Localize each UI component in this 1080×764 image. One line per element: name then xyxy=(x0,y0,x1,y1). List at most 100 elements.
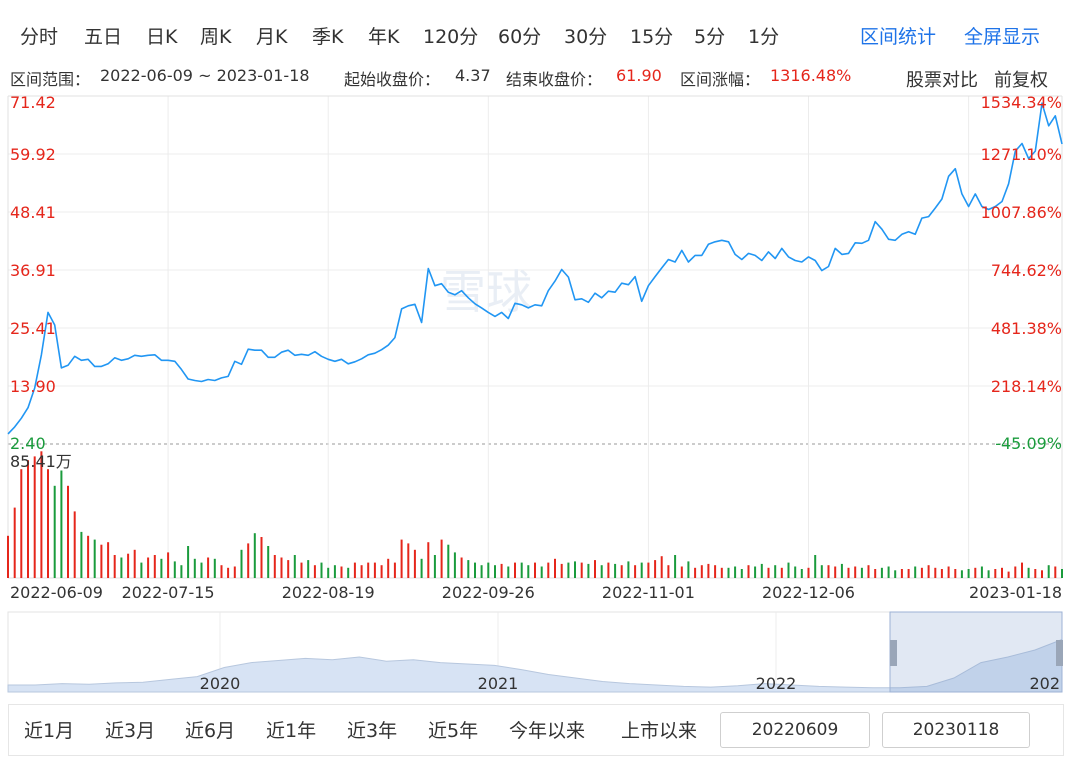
stock-compare-button[interactable]: 股票对比 xyxy=(906,70,978,91)
volume-bar xyxy=(500,563,503,578)
volume-bar xyxy=(133,549,136,578)
volume-bar xyxy=(180,565,183,578)
tab-5min[interactable]: 5分 xyxy=(694,26,726,48)
volume-bar xyxy=(267,546,270,578)
volume-bar xyxy=(960,570,963,578)
tab-minute[interactable]: 分时 xyxy=(20,26,59,48)
volume-bar xyxy=(907,569,910,578)
volume-bar xyxy=(307,560,310,578)
end-date-input[interactable]: 20230118 xyxy=(882,712,1030,748)
change-label: 区间涨幅： xyxy=(680,70,761,89)
tab-30min[interactable]: 30分 xyxy=(564,26,608,48)
volume-bar xyxy=(780,567,783,578)
volume-bar xyxy=(754,566,757,578)
volume-bar xyxy=(620,565,623,578)
adjust-mode-button[interactable]: 前复权 xyxy=(994,70,1048,91)
volume-bar xyxy=(874,569,877,578)
volume-bar xyxy=(13,507,16,578)
volume-bar xyxy=(1001,567,1003,578)
range-ytd[interactable]: 今年以来 xyxy=(509,720,586,742)
volume-bar xyxy=(540,566,543,578)
volume-bar xyxy=(954,569,957,578)
range-6-months[interactable]: 近6月 xyxy=(185,720,236,742)
volume-bar xyxy=(614,563,617,578)
volume-bar xyxy=(127,553,130,578)
volume-bar xyxy=(387,558,390,578)
volume-bar xyxy=(187,546,190,578)
range-since-listing[interactable]: 上市以来 xyxy=(621,720,698,742)
volume-bar xyxy=(193,558,196,578)
navigator-year-label: 2022 xyxy=(756,674,797,693)
volume-bar xyxy=(367,562,370,578)
tab-120min[interactable]: 120分 xyxy=(423,26,479,48)
range-1-year[interactable]: 近1年 xyxy=(266,720,317,742)
volume-bar xyxy=(640,562,643,578)
tab-weekly-k[interactable]: 周K xyxy=(200,26,232,48)
volume-bar xyxy=(373,562,376,578)
volume-bar xyxy=(854,566,857,578)
navigator-handle-left xyxy=(890,640,897,666)
percent-axis-label: 1271.10% xyxy=(981,145,1062,164)
volume-bar xyxy=(807,567,810,578)
volume-bar xyxy=(740,569,743,578)
tab-60min[interactable]: 60分 xyxy=(498,26,542,48)
volume-bar xyxy=(827,565,830,578)
percent-axis-label: 1534.34% xyxy=(981,93,1062,112)
tab-5day[interactable]: 五日 xyxy=(84,26,123,48)
tab-monthly-k[interactable]: 月K xyxy=(256,26,288,48)
range-1-month[interactable]: 近1月 xyxy=(24,720,75,742)
tab-daily-k[interactable]: 日K xyxy=(146,26,178,48)
volume-bar xyxy=(1027,567,1030,578)
volume-bar xyxy=(167,552,170,578)
volume-bar xyxy=(240,549,243,578)
percent-axis-label: 744.62% xyxy=(991,261,1062,280)
range-5-years[interactable]: 近5年 xyxy=(428,720,479,742)
volume-bar xyxy=(273,555,276,578)
x-axis-label: 2022-12-06 xyxy=(762,583,855,602)
volume-bar xyxy=(834,566,837,578)
volume-bar xyxy=(587,563,590,578)
tab-1min[interactable]: 1分 xyxy=(748,26,780,48)
fullscreen-link[interactable]: 全屏显示 xyxy=(964,26,1041,48)
tab-yearly-k[interactable]: 年K xyxy=(368,26,400,48)
navigator-year-label: 202 xyxy=(1029,674,1060,693)
range-3-years[interactable]: 近3年 xyxy=(347,720,398,742)
volume-bar xyxy=(560,563,563,578)
navigator-year-label: 2021 xyxy=(478,674,519,693)
volume-bar xyxy=(400,539,403,578)
volume-bar xyxy=(1061,569,1063,578)
volume-bar xyxy=(1034,569,1037,578)
volume-bar xyxy=(567,562,570,578)
start-date-input[interactable]: 20220609 xyxy=(720,712,870,748)
volume-bar xyxy=(727,567,730,578)
volume-bar xyxy=(427,542,430,578)
volume-bar xyxy=(360,565,363,578)
volume-bar xyxy=(674,555,677,578)
interval-stats-link[interactable]: 区间统计 xyxy=(860,26,937,48)
volume-bar xyxy=(173,561,176,578)
percent-axis-label: -45.09% xyxy=(995,434,1062,453)
volume-bar xyxy=(760,563,763,578)
volume-bar xyxy=(440,539,443,578)
volume-bar xyxy=(333,565,336,578)
volume-bar xyxy=(247,543,250,578)
tab-15min[interactable]: 15分 xyxy=(630,26,674,48)
volume-bar xyxy=(213,558,216,578)
volume-bar xyxy=(253,533,256,578)
volume-bar xyxy=(847,567,850,578)
volume-bar xyxy=(1007,571,1010,578)
volume-bar xyxy=(413,549,416,578)
volume-bar xyxy=(1054,566,1057,578)
volume-bar xyxy=(353,562,356,578)
volume-bar xyxy=(320,562,323,578)
volume-bar xyxy=(654,560,657,578)
range-3-months[interactable]: 近3月 xyxy=(105,720,156,742)
volume-bar xyxy=(147,557,150,578)
volume-max-label: 85.41万 xyxy=(10,452,72,471)
volume-bar xyxy=(1014,566,1017,578)
tab-quarterly-k[interactable]: 季K xyxy=(312,26,344,48)
volume-bar xyxy=(480,565,483,578)
volume-bar xyxy=(420,558,423,578)
volume-bar xyxy=(153,555,156,578)
